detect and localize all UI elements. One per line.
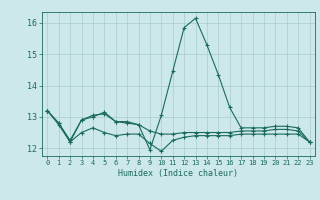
X-axis label: Humidex (Indice chaleur): Humidex (Indice chaleur)	[118, 169, 238, 178]
